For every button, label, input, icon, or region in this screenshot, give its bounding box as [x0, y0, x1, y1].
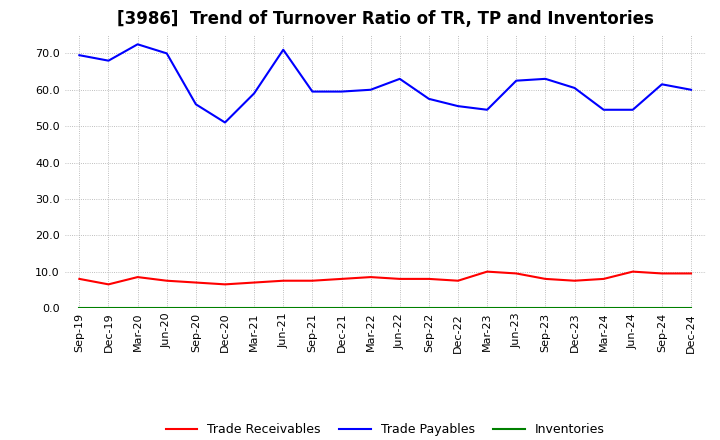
Trade Payables [163, 51, 171, 56]
Inventories [629, 305, 637, 311]
Trade Receivables [395, 276, 404, 282]
Inventories [104, 305, 113, 311]
Trade Receivables [657, 271, 666, 276]
Trade Receivables [366, 275, 375, 280]
Trade Receivables [220, 282, 229, 287]
Trade Payables [279, 47, 287, 52]
Inventories [512, 305, 521, 311]
Trade Receivables [512, 271, 521, 276]
Trade Payables [395, 76, 404, 81]
Trade Receivables [133, 275, 142, 280]
Inventories [657, 305, 666, 311]
Trade Payables [250, 91, 258, 96]
Inventories [192, 305, 200, 311]
Inventories [279, 305, 287, 311]
Trade Payables [657, 82, 666, 87]
Trade Payables [220, 120, 229, 125]
Trade Payables [570, 85, 579, 91]
Title: [3986]  Trend of Turnover Ratio of TR, TP and Inventories: [3986] Trend of Turnover Ratio of TR, TP… [117, 10, 654, 28]
Line: Trade Receivables: Trade Receivables [79, 271, 691, 284]
Trade Payables [337, 89, 346, 94]
Legend: Trade Receivables, Trade Payables, Inventories: Trade Receivables, Trade Payables, Inven… [161, 418, 610, 440]
Trade Payables [541, 76, 550, 81]
Trade Receivables [163, 278, 171, 283]
Inventories [366, 305, 375, 311]
Inventories [570, 305, 579, 311]
Inventories [250, 305, 258, 311]
Inventories [220, 305, 229, 311]
Trade Receivables [308, 278, 317, 283]
Inventories [687, 305, 696, 311]
Trade Payables [512, 78, 521, 83]
Trade Payables [104, 58, 113, 63]
Line: Trade Payables: Trade Payables [79, 44, 691, 122]
Trade Payables [366, 87, 375, 92]
Trade Payables [133, 42, 142, 47]
Trade Receivables [279, 278, 287, 283]
Trade Receivables [104, 282, 113, 287]
Trade Receivables [483, 269, 492, 274]
Inventories [163, 305, 171, 311]
Trade Receivables [599, 276, 608, 282]
Inventories [599, 305, 608, 311]
Trade Receivables [425, 276, 433, 282]
Inventories [425, 305, 433, 311]
Trade Receivables [687, 271, 696, 276]
Inventories [308, 305, 317, 311]
Trade Receivables [250, 280, 258, 285]
Inventories [395, 305, 404, 311]
Trade Payables [308, 89, 317, 94]
Trade Payables [425, 96, 433, 102]
Trade Payables [687, 87, 696, 92]
Trade Payables [192, 102, 200, 107]
Inventories [337, 305, 346, 311]
Trade Payables [599, 107, 608, 112]
Trade Receivables [629, 269, 637, 274]
Trade Receivables [192, 280, 200, 285]
Trade Receivables [75, 276, 84, 282]
Inventories [75, 305, 84, 311]
Trade Receivables [570, 278, 579, 283]
Trade Payables [75, 52, 84, 58]
Trade Payables [629, 107, 637, 112]
Inventories [454, 305, 462, 311]
Inventories [133, 305, 142, 311]
Trade Receivables [337, 276, 346, 282]
Trade Receivables [541, 276, 550, 282]
Inventories [541, 305, 550, 311]
Trade Receivables [454, 278, 462, 283]
Inventories [483, 305, 492, 311]
Trade Payables [483, 107, 492, 112]
Trade Payables [454, 103, 462, 109]
